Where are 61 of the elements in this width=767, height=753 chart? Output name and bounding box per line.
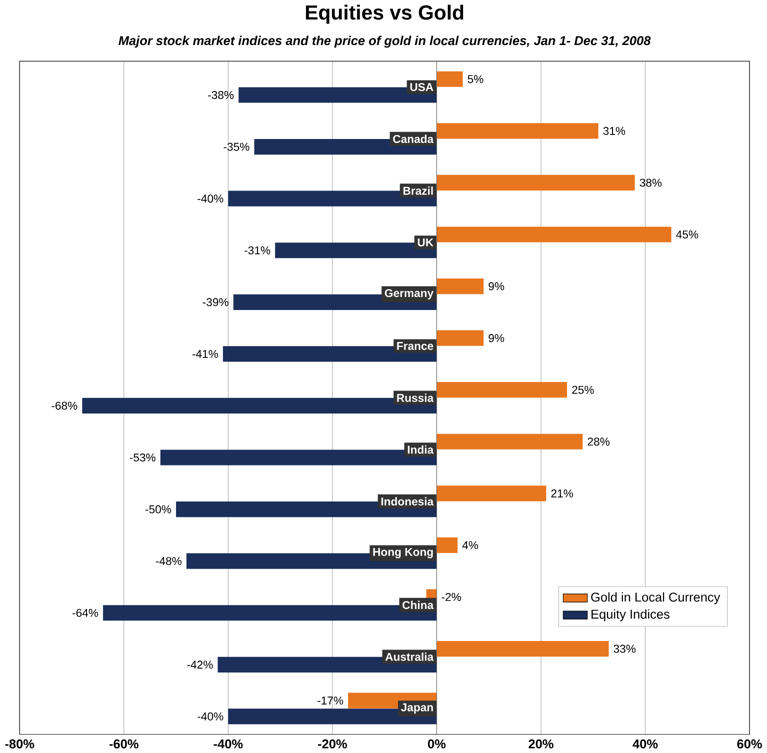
data-label: -41% <box>192 350 218 358</box>
y-tick-label: Russia <box>397 394 434 402</box>
data-label: 31% <box>603 126 626 135</box>
data-label: -40% <box>198 712 224 720</box>
data-label: -68% <box>52 402 78 410</box>
y-tick-label: Australia <box>385 652 434 661</box>
y-tick-label: Germany <box>384 289 434 300</box>
legend-label: Gold in Local Currency <box>591 592 720 604</box>
data-label: -38% <box>208 90 234 99</box>
data-label: -53% <box>130 453 156 462</box>
bar <box>436 434 583 450</box>
x-tick-label: -40% <box>214 739 243 748</box>
y-tick-label: USA <box>410 83 434 92</box>
bar <box>436 123 598 139</box>
data-label: -48% <box>156 557 182 566</box>
y-tick-label: UK <box>418 238 434 246</box>
y-tick-label: Japan <box>400 703 433 714</box>
bar <box>436 71 463 87</box>
chart-subtitle: Major stock market indices and the price of gold in local currencies, Jan 1- Dec 31, 2008 <box>118 36 651 48</box>
data-label: -39% <box>202 298 228 306</box>
x-tick-label: -80% <box>5 739 34 748</box>
data-label: -50% <box>146 505 172 514</box>
x-tick-label: 40% <box>632 739 658 748</box>
data-label: 5% <box>468 75 484 84</box>
data-label: -31% <box>244 246 270 254</box>
bar <box>436 537 458 553</box>
data-label: -64% <box>72 608 98 617</box>
data-label: -40% <box>198 194 224 203</box>
data-label: 4% <box>462 541 478 550</box>
data-label: -42% <box>187 660 213 669</box>
y-tick-label: India <box>408 445 434 454</box>
legend-label: Equity Indices <box>592 609 670 622</box>
x-tick-label: 0% <box>428 739 446 748</box>
data-label: 21% <box>551 489 573 498</box>
x-tick-label: -60% <box>109 739 138 748</box>
data-label: 9% <box>488 334 504 342</box>
data-label: -2% <box>442 592 461 601</box>
y-tick-label: Canada <box>393 134 434 143</box>
x-tick-label: 60% <box>737 739 762 748</box>
data-label: 33% <box>614 644 636 653</box>
data-label: -35% <box>224 142 250 151</box>
x-tick-label: 20% <box>528 739 554 748</box>
bar <box>436 226 672 242</box>
bar <box>436 174 635 190</box>
data-label: 9% <box>488 282 504 290</box>
bar <box>436 382 568 398</box>
chart-title: Equities vs Gold <box>306 4 464 24</box>
bar <box>436 640 609 657</box>
x-tick-label: -20% <box>318 739 347 748</box>
data-label: -17% <box>318 696 344 704</box>
y-tick-label: China <box>402 600 434 610</box>
y-tick-label: France <box>397 342 434 350</box>
bar <box>436 486 546 502</box>
y-tick-label: Indonesia <box>381 497 434 506</box>
data-label: 28% <box>588 438 610 446</box>
data-label: 25% <box>572 386 594 394</box>
bar <box>436 330 484 346</box>
data-label: 45% <box>676 230 698 238</box>
data-label: 38% <box>640 178 662 187</box>
y-tick-label: Hong Kong <box>373 548 433 558</box>
y-tick-label: Brazil <box>403 186 433 195</box>
